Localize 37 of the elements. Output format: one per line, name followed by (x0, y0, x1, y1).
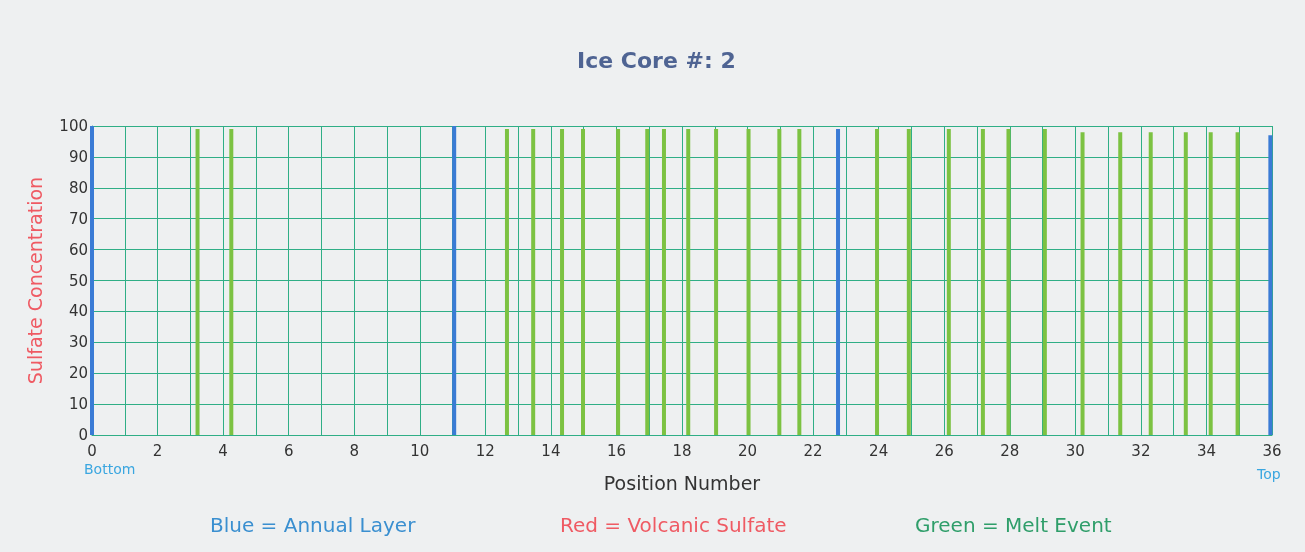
x-tick-label: 28 (1000, 441, 1020, 460)
y-tick-label: 70 (68, 209, 88, 228)
x-tick-label: 24 (869, 441, 889, 460)
y-tick-label: 0 (78, 426, 88, 444)
x-tick-label: 8 (349, 441, 359, 460)
y-tick-label: 30 (68, 333, 88, 352)
text: Green = Melt Event (915, 513, 1112, 537)
x-tick-label: 4 (218, 441, 228, 460)
x-tick-label: 12 (475, 441, 495, 460)
text: Red = Volcanic Sulfate (560, 513, 787, 537)
x-tick-label: 16 (606, 441, 626, 460)
x-tick-label: 6 (283, 441, 294, 460)
x-tick-label: 34 (1196, 441, 1216, 460)
y-tick-label: 60 (68, 240, 88, 259)
y-tick-label: 10 (68, 395, 88, 414)
x-tick-label: 30 (1065, 441, 1085, 460)
y-tick-label: 50 (68, 271, 88, 290)
x-tick-label: 2 (152, 441, 163, 460)
x-tick-label: 22 (803, 441, 823, 460)
y-tick-label: 80 (68, 178, 88, 197)
y-tick-label: 20 (68, 364, 88, 383)
x-tick-label: 14 (541, 441, 561, 460)
x-axis-title: Position Number (603, 471, 761, 494)
y-axis-title: Sulfate Concentration (23, 176, 46, 385)
x-tick-label: 36 (1262, 441, 1282, 460)
text: Top (1256, 466, 1281, 482)
x-tick-label: 26 (934, 441, 954, 460)
text: Bottom (84, 461, 136, 477)
x-tick-label: 20 (738, 441, 758, 460)
y-tick-label: 40 (68, 302, 88, 321)
chart-title: Ice Core #: 2 (577, 47, 736, 73)
text: Blue = Annual Layer (210, 513, 417, 537)
y-tick-label: 100 (59, 117, 88, 135)
x-tick-label: 10 (410, 441, 430, 460)
y-tick-label: 90 (68, 147, 88, 166)
x-tick-label: 18 (672, 441, 692, 460)
x-tick-label: 32 (1131, 441, 1151, 460)
